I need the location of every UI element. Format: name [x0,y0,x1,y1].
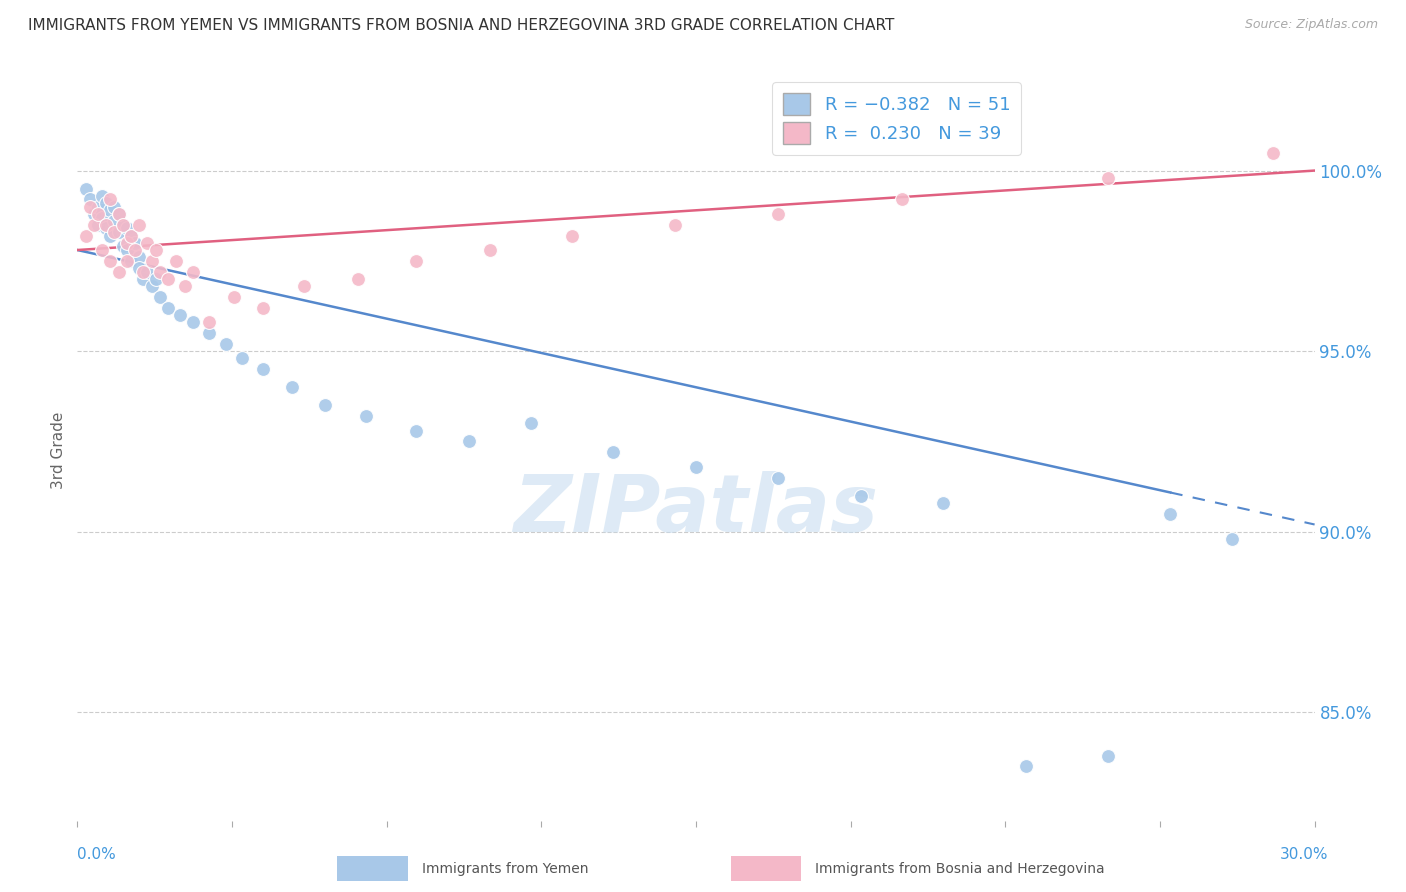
Point [561,228,583,243]
Point [768,470,790,484]
Point [891,193,914,207]
Point [768,207,790,221]
Point [145,243,167,257]
Point [128,218,150,232]
Point [107,207,129,221]
Point [602,445,624,459]
Point [111,218,134,232]
Point [136,265,159,279]
Point [252,301,274,315]
Point [932,496,955,510]
Point [1159,507,1181,521]
Point [79,193,101,207]
Point [98,253,121,268]
Y-axis label: 3rd Grade: 3rd Grade [51,412,66,489]
Point [157,272,180,286]
Point [1015,759,1038,773]
Text: 0.0%: 0.0% [77,847,117,863]
Point [145,272,167,286]
Point [215,337,238,351]
Point [83,207,105,221]
Point [405,424,427,438]
Point [96,218,118,232]
Point [1097,170,1119,185]
Point [115,253,138,268]
Point [132,265,155,279]
Point [252,362,274,376]
Text: 30.0%: 30.0% [1281,847,1329,863]
Point [83,218,105,232]
Point [685,459,707,474]
Point [346,272,368,286]
Point [849,489,872,503]
Point [91,189,114,203]
Point [115,243,138,257]
Point [103,200,125,214]
Point [87,207,110,221]
Point [103,214,125,228]
Point [141,253,163,268]
Point [120,228,142,243]
Point [198,315,221,329]
Point [173,279,195,293]
Point [79,200,101,214]
Text: IMMIGRANTS FROM YEMEN VS IMMIGRANTS FROM BOSNIA AND HERZEGOVINA 3RD GRADE CORREL: IMMIGRANTS FROM YEMEN VS IMMIGRANTS FROM… [28,18,894,33]
Point [107,207,129,221]
Text: Immigrants from Yemen: Immigrants from Yemen [422,862,588,876]
Point [124,243,146,257]
Legend: R = −0.382   N = 51, R =  0.230   N = 39: R = −0.382 N = 51, R = 0.230 N = 39 [772,82,1021,155]
Point [103,225,125,239]
Point [292,279,315,293]
Point [87,200,110,214]
Point [222,290,245,304]
Point [107,265,129,279]
Point [136,235,159,250]
Point [132,272,155,286]
Point [157,301,180,315]
Point [75,181,97,195]
Point [149,290,172,304]
Point [91,243,114,257]
Point [405,253,427,268]
Point [354,409,377,424]
Point [111,218,134,232]
Text: Source: ZipAtlas.com: Source: ZipAtlas.com [1244,18,1378,31]
Text: Immigrants from Bosnia and Herzegovina: Immigrants from Bosnia and Herzegovina [815,862,1105,876]
Point [520,417,543,431]
Point [198,326,221,340]
Point [141,279,163,293]
Point [181,315,204,329]
Point [98,228,121,243]
Point [124,235,146,250]
Point [111,239,134,253]
Point [120,228,142,243]
Point [98,193,121,207]
Point [478,243,501,257]
Point [98,203,121,218]
Point [149,265,172,279]
Text: ZIPatlas: ZIPatlas [513,471,879,549]
Point [96,221,118,235]
Point [115,221,138,235]
Point [1097,748,1119,763]
Point [231,351,253,366]
Point [664,218,686,232]
Point [169,308,191,322]
Point [281,380,304,394]
Point [128,250,150,264]
Point [120,253,142,268]
Point [115,235,138,250]
Point [458,434,481,449]
Point [1220,532,1243,546]
Point [107,225,129,239]
Point [96,196,118,211]
Point [1263,145,1285,160]
Point [181,265,204,279]
Point [128,261,150,276]
Point [91,211,114,225]
Point [87,218,110,232]
Point [165,253,187,268]
Point [314,398,336,412]
Point [75,228,97,243]
